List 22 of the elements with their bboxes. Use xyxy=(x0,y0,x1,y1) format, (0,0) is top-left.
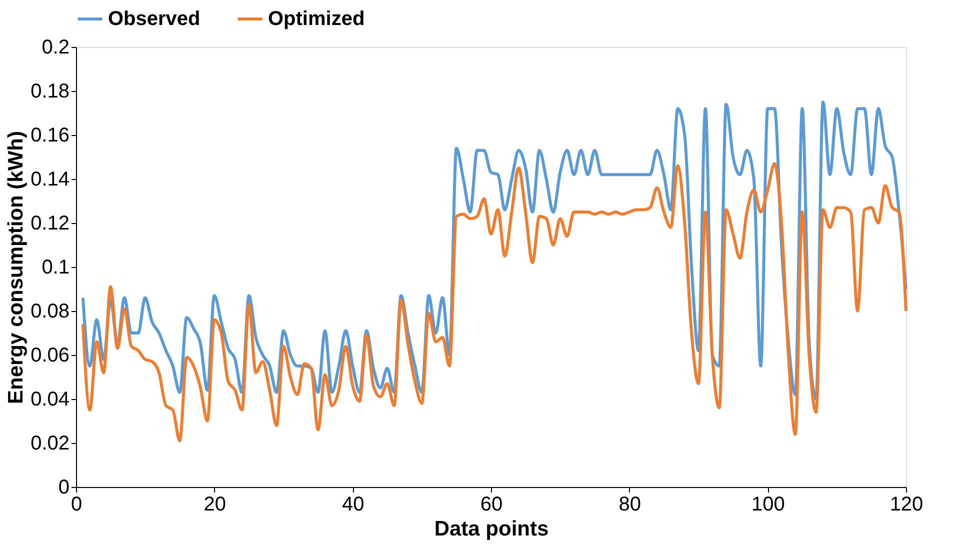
y-tick-label: 0.2 xyxy=(42,36,70,58)
y-axis-title: Energy consumption (kWh) xyxy=(4,131,28,404)
x-tick-label: 80 xyxy=(618,494,641,516)
legend-label: Observed xyxy=(108,8,200,30)
y-tick-label: 0.1 xyxy=(42,256,70,278)
y-tick-label: 0.12 xyxy=(30,212,70,234)
y-tick-label: 0.14 xyxy=(30,168,70,190)
x-tick-label: 120 xyxy=(890,494,924,516)
y-tick-label: 0.06 xyxy=(30,344,70,366)
y-tick-label: 0.02 xyxy=(30,432,70,454)
x-tick-label: 40 xyxy=(342,494,364,516)
legend-label: Optimized xyxy=(268,8,365,30)
x-tick-label: 20 xyxy=(204,494,226,516)
y-tick-label: 0.16 xyxy=(30,124,70,146)
y-tick-label: 0.04 xyxy=(30,388,70,410)
x-tick-label: 60 xyxy=(480,494,503,516)
line-series xyxy=(81,162,908,442)
y-tick-label: 0.18 xyxy=(30,80,70,102)
x-tick-label: 100 xyxy=(751,494,785,516)
y-tick-label: 0 xyxy=(58,476,70,498)
x-axis-title: Data points xyxy=(434,518,549,540)
y-tick-label: 0.08 xyxy=(30,300,70,322)
